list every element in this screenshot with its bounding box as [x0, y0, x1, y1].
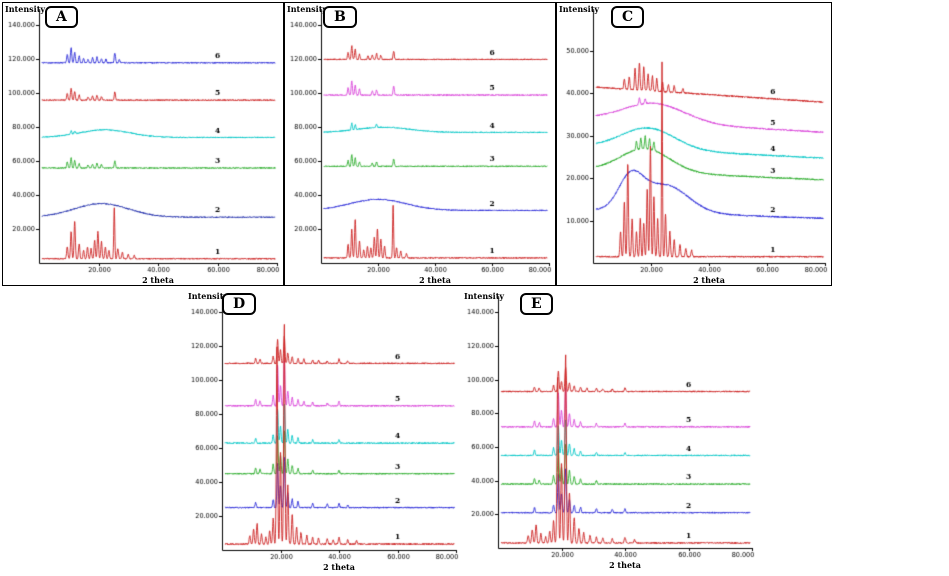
y-axis-title-a: Intensity: [5, 4, 46, 14]
panel-a: Intensity A 2 theta: [2, 2, 284, 286]
xrd-plot-d: [186, 290, 462, 572]
x-axis-title-e: 2 theta: [609, 560, 641, 570]
panel-label-a: A: [45, 6, 78, 28]
panel-label-c: C: [611, 6, 645, 28]
panel-e: Intensity E 2 theta: [462, 290, 758, 570]
y-axis-title-d: Intensity: [188, 291, 229, 301]
x-axis-title-a: 2 theta: [142, 275, 174, 285]
xrd-plot-c: [557, 3, 831, 285]
panel-b: Intensity B 2 theta: [284, 2, 556, 286]
y-axis-title-c: Intensity: [559, 4, 600, 14]
xrd-plot-e: [462, 290, 758, 570]
xrd-plot-b: [285, 3, 555, 285]
panel-label-e: E: [520, 293, 553, 315]
x-axis-title-b: 2 theta: [419, 275, 451, 285]
panel-label-b: B: [323, 6, 357, 28]
xrd-plot-a: [3, 3, 283, 285]
x-axis-title-c: 2 theta: [693, 275, 725, 285]
panel-c: Intensity C 2 theta: [556, 2, 832, 286]
panel-label-d: D: [222, 293, 257, 315]
panel-d: Intensity D 2 theta: [186, 290, 462, 572]
y-axis-title-b: Intensity: [287, 4, 328, 14]
x-axis-title-d: 2 theta: [323, 562, 355, 572]
y-axis-title-e: Intensity: [464, 291, 505, 301]
